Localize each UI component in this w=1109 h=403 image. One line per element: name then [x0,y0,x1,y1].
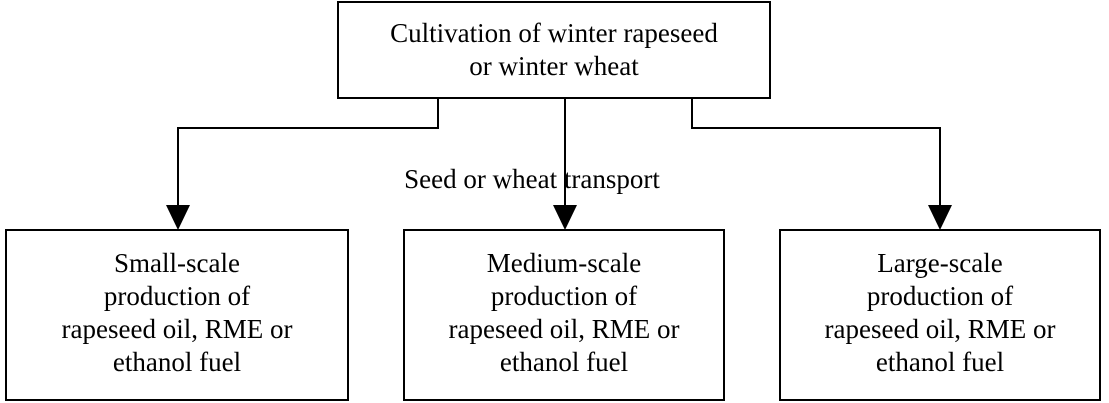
node-label: Cultivation of winter rapeseed [390,18,718,48]
node-label: or winter wheat [469,51,639,81]
node-label: production of [867,281,1013,311]
node-label: rapeseed oil, RME or [449,314,680,344]
arrowhead [553,205,577,230]
node-label: ethanol fuel [876,347,1004,377]
node-label: rapeseed oil, RME or [62,314,293,344]
node-label: production of [491,281,637,311]
node-label: rapeseed oil, RME or [825,314,1056,344]
node-box [5,229,349,401]
connector [691,98,941,205]
node-label: Large-scale [877,248,1002,278]
node-box [337,1,771,99]
node-box [403,229,725,401]
node-label: ethanol fuel [113,347,241,377]
connector [177,98,439,205]
arrowhead [928,205,952,230]
node-label: Small-scale [114,248,240,278]
node-label: production of [104,281,250,311]
node-label: Medium-scale [487,248,641,278]
arrowhead [166,205,190,230]
edge-label: Seed or wheat transport [404,164,660,194]
node-label: ethanol fuel [500,347,628,377]
